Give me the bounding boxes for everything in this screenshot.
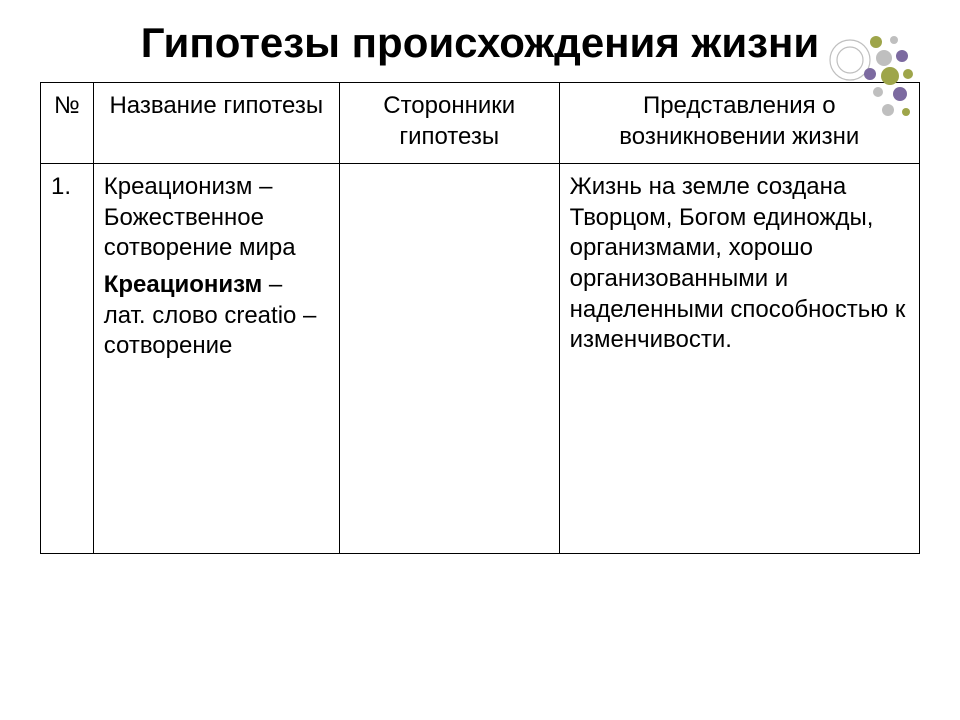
name-bold: Креационизм bbox=[104, 271, 263, 298]
cell-name: Креационизм – Божественное сотворение ми… bbox=[93, 163, 339, 553]
cell-description: Жизнь на земле создана Творцом, Богом ед… bbox=[559, 163, 919, 553]
col-header-num: № bbox=[41, 83, 94, 163]
slide-title: Гипотезы происхождения жизни bbox=[40, 18, 920, 68]
hypotheses-table: № Название гипотезы Сторонники гипотезы … bbox=[40, 82, 920, 553]
name-text-1: Креационизм – Божественное сотворение ми… bbox=[104, 172, 329, 264]
table-header-row: № Название гипотезы Сторонники гипотезы … bbox=[41, 83, 920, 163]
cell-supporters bbox=[339, 163, 559, 553]
decorative-dots bbox=[806, 22, 916, 132]
col-header-supporters: Сторонники гипотезы bbox=[339, 83, 559, 163]
col-header-name: Название гипотезы bbox=[93, 83, 339, 163]
cell-num: 1. bbox=[41, 163, 94, 553]
table-row: 1. Креационизм – Божественное сотворение… bbox=[41, 163, 920, 553]
